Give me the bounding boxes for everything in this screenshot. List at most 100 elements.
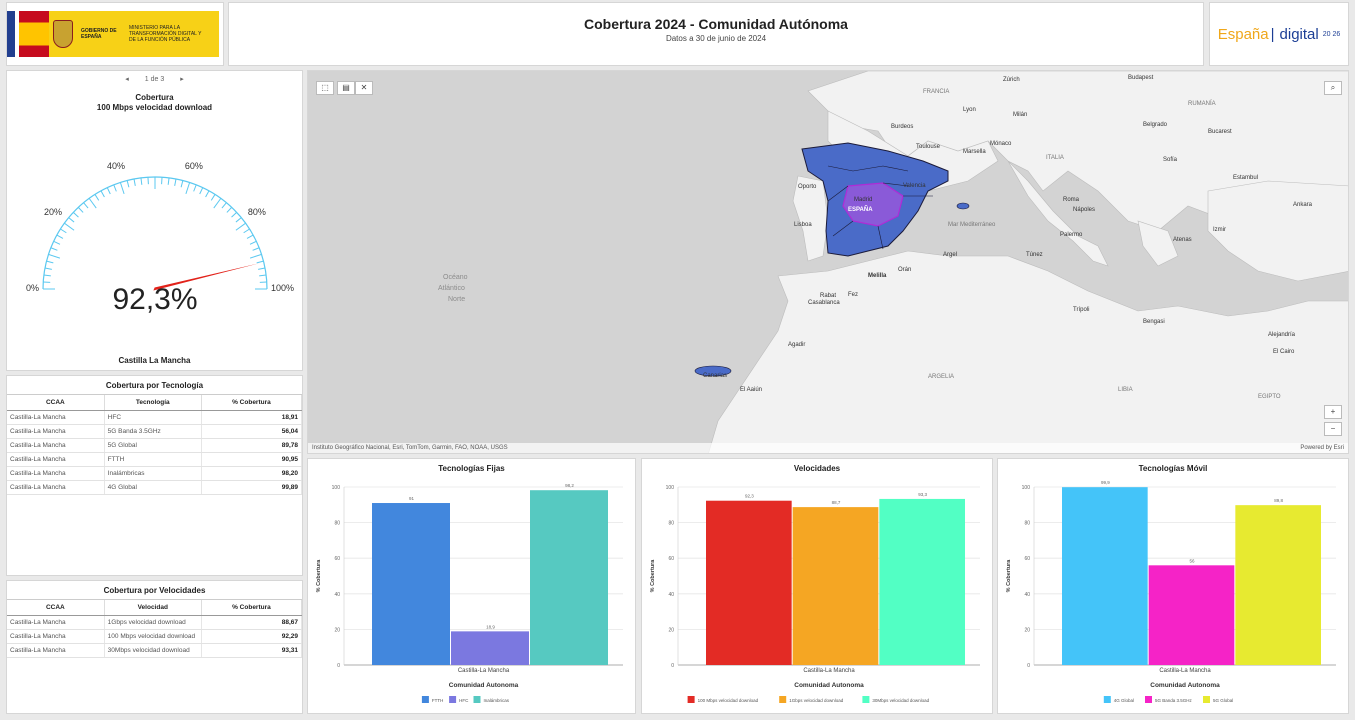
map-label-madrid: Madrid bbox=[854, 197, 872, 203]
powered-by-esri[interactable]: Powered by Esri bbox=[1300, 445, 1344, 451]
prev-page-icon[interactable]: ◂ bbox=[125, 76, 129, 83]
legend-label[interactable]: 100 Mbps velocidad download bbox=[698, 698, 759, 703]
table-row[interactable]: Castilla-La Mancha FTTH 90,95 bbox=[7, 452, 303, 467]
table-row[interactable]: Castilla-La Mancha 30Mbps velocidad downl… bbox=[7, 643, 303, 658]
bar-data-label: 89,8 bbox=[1274, 498, 1283, 503]
table-cell: 88,67 bbox=[201, 615, 303, 630]
gauge-tick bbox=[44, 267, 52, 270]
legend-swatch[interactable] bbox=[779, 696, 787, 703]
close-tool-button[interactable]: ✕ bbox=[355, 81, 373, 95]
col-ccaa[interactable]: CCAA bbox=[7, 395, 105, 411]
pager-label: 1 de 3 bbox=[144, 76, 165, 83]
gauge-panel: ◂ 1 de 3 ▸ Cobertura 100 Mbps velocidad do… bbox=[6, 70, 303, 371]
col-cobertura[interactable]: % Cobertura bbox=[201, 600, 303, 616]
gauge-tick bbox=[60, 228, 67, 234]
gauge-tick bbox=[226, 207, 233, 213]
bar-chart: 0 20 40 60 80 100 92,3 88,7 93,3 Castilla-La Manc… bbox=[650, 485, 980, 703]
table-row[interactable]: Castilla-La Mancha Inalámbricas 98,20 bbox=[7, 466, 303, 481]
table-cell: 92,29 bbox=[201, 629, 303, 644]
bar[interactable] bbox=[1148, 565, 1235, 665]
legend-label[interactable]: 5G Global bbox=[1213, 698, 1233, 703]
bar-data-label: 91 bbox=[409, 496, 415, 501]
bar[interactable] bbox=[372, 503, 450, 665]
map-label-valencia: Valencia bbox=[903, 183, 926, 189]
table-cell: HFC bbox=[104, 410, 202, 425]
legend-swatch[interactable] bbox=[862, 696, 870, 703]
x-axis-title: Comunidad Autonoma bbox=[794, 682, 864, 689]
map-label-milan: Milán bbox=[1013, 112, 1027, 118]
legend-label[interactable]: Inalámbricas bbox=[484, 698, 510, 703]
legend-label[interactable]: FTTH bbox=[432, 698, 444, 703]
bar[interactable] bbox=[792, 507, 879, 665]
zoom-in-button[interactable]: + bbox=[1324, 405, 1342, 419]
zoom-out-button[interactable]: − bbox=[1324, 422, 1342, 436]
col-tecnologia[interactable]: Tecnología bbox=[104, 395, 202, 411]
gauge-tick bbox=[88, 198, 97, 209]
select-tool-button[interactable]: ⬚ bbox=[316, 81, 334, 95]
col-ccaa[interactable]: CCAA bbox=[7, 600, 105, 616]
bar[interactable] bbox=[1062, 487, 1148, 665]
map-label-ocean2: Atlántico bbox=[438, 285, 465, 292]
bar[interactable] bbox=[706, 500, 792, 665]
legend-swatch[interactable] bbox=[449, 696, 457, 703]
gauge-tick bbox=[83, 202, 89, 209]
canary-islands bbox=[694, 365, 732, 377]
map-label-bucarest: Bucarest bbox=[1208, 129, 1232, 135]
ministry-name: MINISTERIO PARA LA TRANSFORMACIÓN DIGITA… bbox=[129, 25, 202, 43]
map-label-agadir: Agadir bbox=[788, 342, 805, 348]
gauge-tick bbox=[246, 234, 254, 239]
bar[interactable] bbox=[530, 490, 608, 665]
table-row[interactable]: Castilla-La Mancha 1Gbps velocidad downlo… bbox=[7, 615, 303, 630]
legend-swatch[interactable] bbox=[473, 696, 481, 703]
next-page-icon[interactable]: ▸ bbox=[180, 76, 184, 83]
bar[interactable] bbox=[879, 498, 965, 665]
legend-label[interactable]: 4G Global bbox=[1114, 698, 1134, 703]
greece-land bbox=[1137, 220, 1179, 267]
search-icon[interactable]: ⌕ bbox=[1324, 81, 1342, 95]
table-row[interactable]: Castilla-La Mancha 5G Banda 3.5GHz 56,04 bbox=[7, 424, 303, 439]
castilla-la-mancha-region bbox=[842, 182, 904, 227]
table-row[interactable]: Castilla-La Mancha 100 Mbps velocidad dow… bbox=[7, 629, 303, 644]
gauge-tick-label: 80% bbox=[248, 207, 266, 217]
map-label-belgrado: Belgrado bbox=[1143, 122, 1168, 128]
gauge-tick-label: 100% bbox=[271, 283, 294, 293]
map-label-el-cairo: El Cairo bbox=[1273, 349, 1295, 355]
table-cell: 30Mbps velocidad download bbox=[104, 643, 202, 658]
bar-data-label: 99,9 bbox=[1101, 480, 1110, 485]
legend-label[interactable]: 5G Banda 3.5GHz bbox=[1155, 698, 1193, 703]
gauge-value: 92,3% bbox=[112, 283, 197, 316]
bar[interactable] bbox=[1235, 505, 1321, 665]
table-cell: 98,20 bbox=[201, 466, 303, 481]
gauge-tick bbox=[133, 178, 136, 186]
gauge-tick bbox=[140, 177, 143, 185]
legend-swatch[interactable] bbox=[1145, 696, 1152, 703]
map-label-budapest: Budapest bbox=[1128, 75, 1154, 81]
col-velocidad[interactable]: Velocidad bbox=[104, 600, 202, 616]
legend-label[interactable]: 30Mbps velocidad download bbox=[872, 698, 929, 703]
table-tool-button[interactable]: ▤ bbox=[337, 81, 355, 95]
table-row[interactable]: Castilla-La Mancha 4G Global 99,89 bbox=[7, 480, 303, 495]
chart-tecnologias-movil: Tecnologías Móvil 0 20 40 60 80 100 99,9 56 89,8… bbox=[997, 458, 1349, 714]
map-canvas[interactable]: Océano Atlántico Norte FRANCIA ITALIA RU… bbox=[308, 71, 1349, 454]
coverage-map[interactable]: Océano Atlántico Norte FRANCIA ITALIA RU… bbox=[307, 70, 1349, 454]
map-label-casablanca: Casablanca bbox=[808, 300, 840, 306]
legend-swatch[interactable] bbox=[1103, 696, 1111, 703]
legend-swatch[interactable] bbox=[687, 696, 695, 703]
legend-swatch[interactable] bbox=[1203, 696, 1210, 703]
table-cell: 18,91 bbox=[201, 410, 303, 425]
table-row[interactable]: Castilla-La Mancha HFC 18,91 bbox=[7, 410, 303, 425]
table-row[interactable]: Castilla-La Mancha 5G Global 89,78 bbox=[7, 438, 303, 453]
legend-label[interactable]: HFC bbox=[459, 698, 469, 703]
legend-label[interactable]: 1Gbps velocidad download bbox=[789, 698, 844, 703]
table-cell: 99,89 bbox=[201, 480, 303, 495]
bar[interactable] bbox=[451, 631, 529, 665]
gauge-tick bbox=[210, 194, 216, 201]
legend-swatch[interactable] bbox=[421, 696, 429, 703]
x-axis-title: Comunidad Autonoma bbox=[1150, 682, 1220, 689]
col-cobertura[interactable]: % Cobertura bbox=[201, 395, 303, 411]
bar-data-label: 98,2 bbox=[565, 483, 574, 488]
y-tick-label: 40 bbox=[1024, 592, 1030, 598]
map-label-ocean3: Norte bbox=[448, 296, 465, 303]
y-tick-label: 80 bbox=[334, 521, 340, 527]
map-label-tunez: Túnez bbox=[1026, 252, 1043, 258]
